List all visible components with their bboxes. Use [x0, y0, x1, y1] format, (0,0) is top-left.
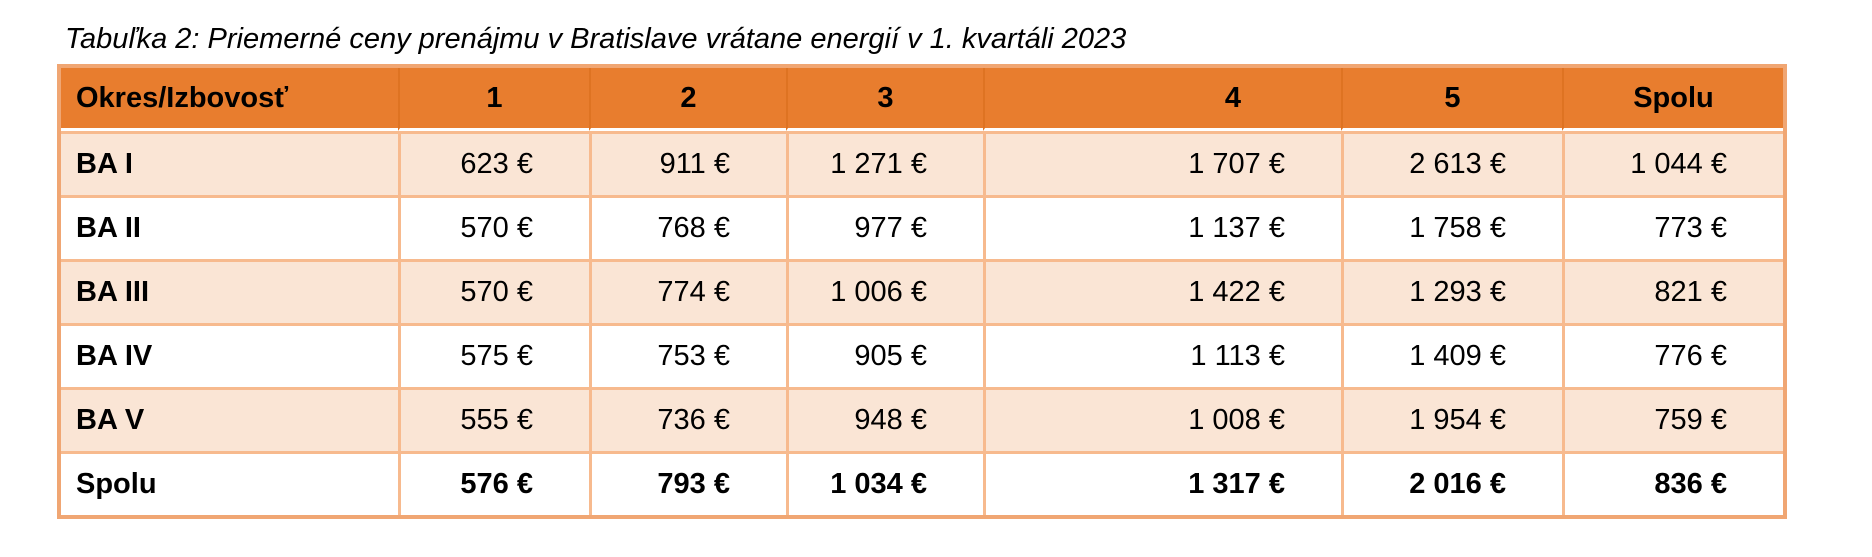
table-cell: 836 €	[1562, 451, 1783, 515]
table-cell: 1 137 €	[983, 195, 1341, 259]
row-label: BA V	[61, 387, 398, 451]
column-header-rooms4: 4	[983, 68, 1341, 131]
table-cell: 774 €	[589, 259, 786, 323]
table-cell: 1 293 €	[1341, 259, 1562, 323]
table-cell: 1 008 €	[983, 387, 1341, 451]
table-row: BA IV 575 € 753 € 905 € 1 113 € 1 409 € …	[61, 323, 1783, 387]
table-cell: 773 €	[1562, 195, 1783, 259]
table-row: BA II 570 € 768 € 977 € 1 137 € 1 758 € …	[61, 195, 1783, 259]
table-row-total: Spolu 576 € 793 € 1 034 € 1 317 € 2 016 …	[61, 451, 1783, 515]
column-header-rooms3: 3	[786, 68, 983, 131]
table-cell: 1 113 €	[983, 323, 1341, 387]
table-caption: Tabuľka 2: Priemerné ceny prenájmu v Bra…	[65, 23, 1127, 55]
table-cell: 570 €	[398, 259, 589, 323]
table-row: BA I 623 € 911 € 1 271 € 1 707 € 2 613 €…	[61, 131, 1783, 195]
column-header-rooms1: 1	[398, 68, 589, 131]
table-cell: 753 €	[589, 323, 786, 387]
row-label: BA I	[61, 131, 398, 195]
table-cell: 1 707 €	[983, 131, 1341, 195]
table-cell: 736 €	[589, 387, 786, 451]
row-label: BA IV	[61, 323, 398, 387]
rent-prices-table: Okres/Izbovosť 1 2 3 4 5 Spolu BA I 623 …	[57, 64, 1787, 519]
table-cell: 1 034 €	[786, 451, 983, 515]
table-cell: 576 €	[398, 451, 589, 515]
table-cell: 570 €	[398, 195, 589, 259]
table-cell: 1 006 €	[786, 259, 983, 323]
header-row: Okres/Izbovosť 1 2 3 4 5 Spolu	[61, 68, 1783, 131]
table-body: BA I 623 € 911 € 1 271 € 1 707 € 2 613 €…	[61, 131, 1783, 515]
table-cell: 911 €	[589, 131, 786, 195]
table-cell: 1 271 €	[786, 131, 983, 195]
table-cell: 776 €	[1562, 323, 1783, 387]
table-row: BA V 555 € 736 € 948 € 1 008 € 1 954 € 7…	[61, 387, 1783, 451]
table-cell: 2 016 €	[1341, 451, 1562, 515]
table-cell: 821 €	[1562, 259, 1783, 323]
column-header-total: Spolu	[1562, 68, 1783, 131]
table-cell: 759 €	[1562, 387, 1783, 451]
table-cell: 905 €	[786, 323, 983, 387]
table-cell: 948 €	[786, 387, 983, 451]
row-label: BA III	[61, 259, 398, 323]
table-cell: 2 613 €	[1341, 131, 1562, 195]
column-header-rooms2: 2	[589, 68, 786, 131]
table-cell: 575 €	[398, 323, 589, 387]
table-cell: 1 758 €	[1341, 195, 1562, 259]
table-cell: 1 317 €	[983, 451, 1341, 515]
table-cell: 977 €	[786, 195, 983, 259]
column-header-rooms5: 5	[1341, 68, 1562, 131]
table-cell: 555 €	[398, 387, 589, 451]
row-label: Spolu	[61, 451, 398, 515]
table-cell: 793 €	[589, 451, 786, 515]
table-row: BA III 570 € 774 € 1 006 € 1 422 € 1 293…	[61, 259, 1783, 323]
table-cell: 1 954 €	[1341, 387, 1562, 451]
table-cell: 1 044 €	[1562, 131, 1783, 195]
column-header-district: Okres/Izbovosť	[61, 68, 398, 131]
row-label: BA II	[61, 195, 398, 259]
table-cell: 1 422 €	[983, 259, 1341, 323]
table-cell: 623 €	[398, 131, 589, 195]
table-cell: 1 409 €	[1341, 323, 1562, 387]
table-header: Okres/Izbovosť 1 2 3 4 5 Spolu	[61, 68, 1783, 131]
table-cell: 768 €	[589, 195, 786, 259]
